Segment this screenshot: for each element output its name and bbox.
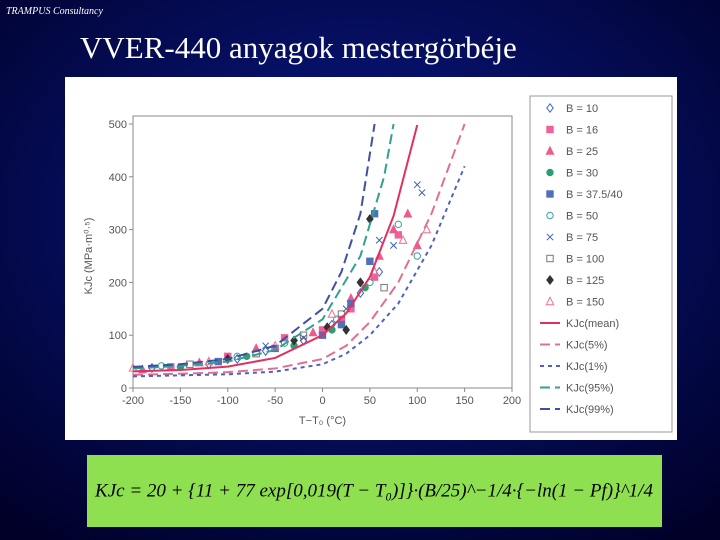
curve <box>132 123 376 368</box>
x-tick-label: 0 <box>319 395 325 407</box>
legend-swatch <box>546 274 554 286</box>
point <box>308 327 318 337</box>
point <box>261 346 270 357</box>
point <box>380 283 388 292</box>
legend-label: B = 50 <box>566 211 598 223</box>
point <box>366 257 374 265</box>
legend-label: B = 37.5/40 <box>566 189 623 201</box>
y-tick-label: 0 <box>121 383 127 395</box>
point <box>342 324 351 335</box>
point <box>337 320 346 329</box>
legend-label: B = 100 <box>566 254 604 266</box>
point <box>418 189 426 197</box>
slide-title: VVER-440 anyagok mestergörbéje <box>80 30 517 65</box>
legend-frame <box>529 95 673 433</box>
point <box>375 236 383 244</box>
header: TRAMPUS Consultancy <box>6 6 103 17</box>
x-tick-label: 50 <box>364 395 376 407</box>
legend-label: KJc(1%) <box>566 361 608 373</box>
legend-label: B = 75 <box>566 232 598 244</box>
legend-label: KJc(95%) <box>566 383 614 395</box>
legend-label: B = 30 <box>566 168 598 180</box>
point <box>398 234 408 244</box>
legend-swatch <box>546 102 554 114</box>
x-tick-label: 150 <box>455 395 473 407</box>
point <box>422 224 432 234</box>
point <box>327 308 337 318</box>
y-tick-label: 200 <box>109 277 127 289</box>
point <box>356 277 365 288</box>
point <box>299 334 308 342</box>
point <box>413 181 421 189</box>
legend-label: KJc(99%) <box>566 404 614 416</box>
y-tick-label: 400 <box>109 172 127 184</box>
x-tick-label: -100 <box>217 395 239 407</box>
legend-label: B = 16 <box>566 125 598 137</box>
point <box>370 273 379 281</box>
point <box>389 224 399 234</box>
x-tick-label: -150 <box>169 395 191 407</box>
point <box>280 339 289 347</box>
legend-label: B = 150 <box>566 297 604 309</box>
point <box>403 208 413 218</box>
curve <box>132 124 419 373</box>
curve <box>132 123 466 376</box>
point <box>233 353 242 364</box>
x-tick-label: -200 <box>122 395 144 407</box>
legend-swatch <box>546 190 554 198</box>
point <box>356 287 365 298</box>
x-tick-label: 200 <box>503 395 521 407</box>
legend-swatch <box>546 125 554 134</box>
x-axis-label: T−T₀ (°C) <box>299 415 346 427</box>
legend-swatch <box>546 254 554 263</box>
legend-swatch <box>546 168 554 177</box>
legend-label: B = 125 <box>566 275 604 287</box>
y-tick-label: 100 <box>109 330 127 342</box>
point <box>299 331 308 339</box>
y-axis-label: KJc (MPa·m⁰·⁵) <box>83 218 95 295</box>
y-tick-label: 300 <box>109 225 127 237</box>
legend-swatch <box>545 145 555 155</box>
curve <box>132 165 466 378</box>
legend-label: KJc(mean) <box>566 318 619 330</box>
point <box>375 266 384 277</box>
point <box>390 241 398 249</box>
legend-swatch <box>546 233 554 241</box>
x-tick-label: -50 <box>267 395 283 407</box>
y-tick-label: 500 <box>109 119 127 131</box>
legend-swatch <box>545 296 555 306</box>
formula: KJc = 20 + {11 + 77 exp[0,019(T − T₀)]}·… <box>94 480 653 501</box>
point <box>394 231 403 239</box>
point <box>214 357 222 366</box>
chart: -200 -150 -100 -50 0 50 100 150 200 0 100 200 300 400… <box>83 95 673 433</box>
legend-label: B = 10 <box>566 103 598 115</box>
formula-box <box>87 455 662 527</box>
point <box>290 335 298 346</box>
x-tick-label: 100 <box>408 395 426 407</box>
legend-label: B = 25 <box>566 146 598 158</box>
point <box>394 220 402 229</box>
legend-swatch <box>546 211 554 220</box>
legend-label: KJc(5%) <box>566 340 608 352</box>
curve <box>132 123 395 370</box>
point <box>413 252 421 260</box>
